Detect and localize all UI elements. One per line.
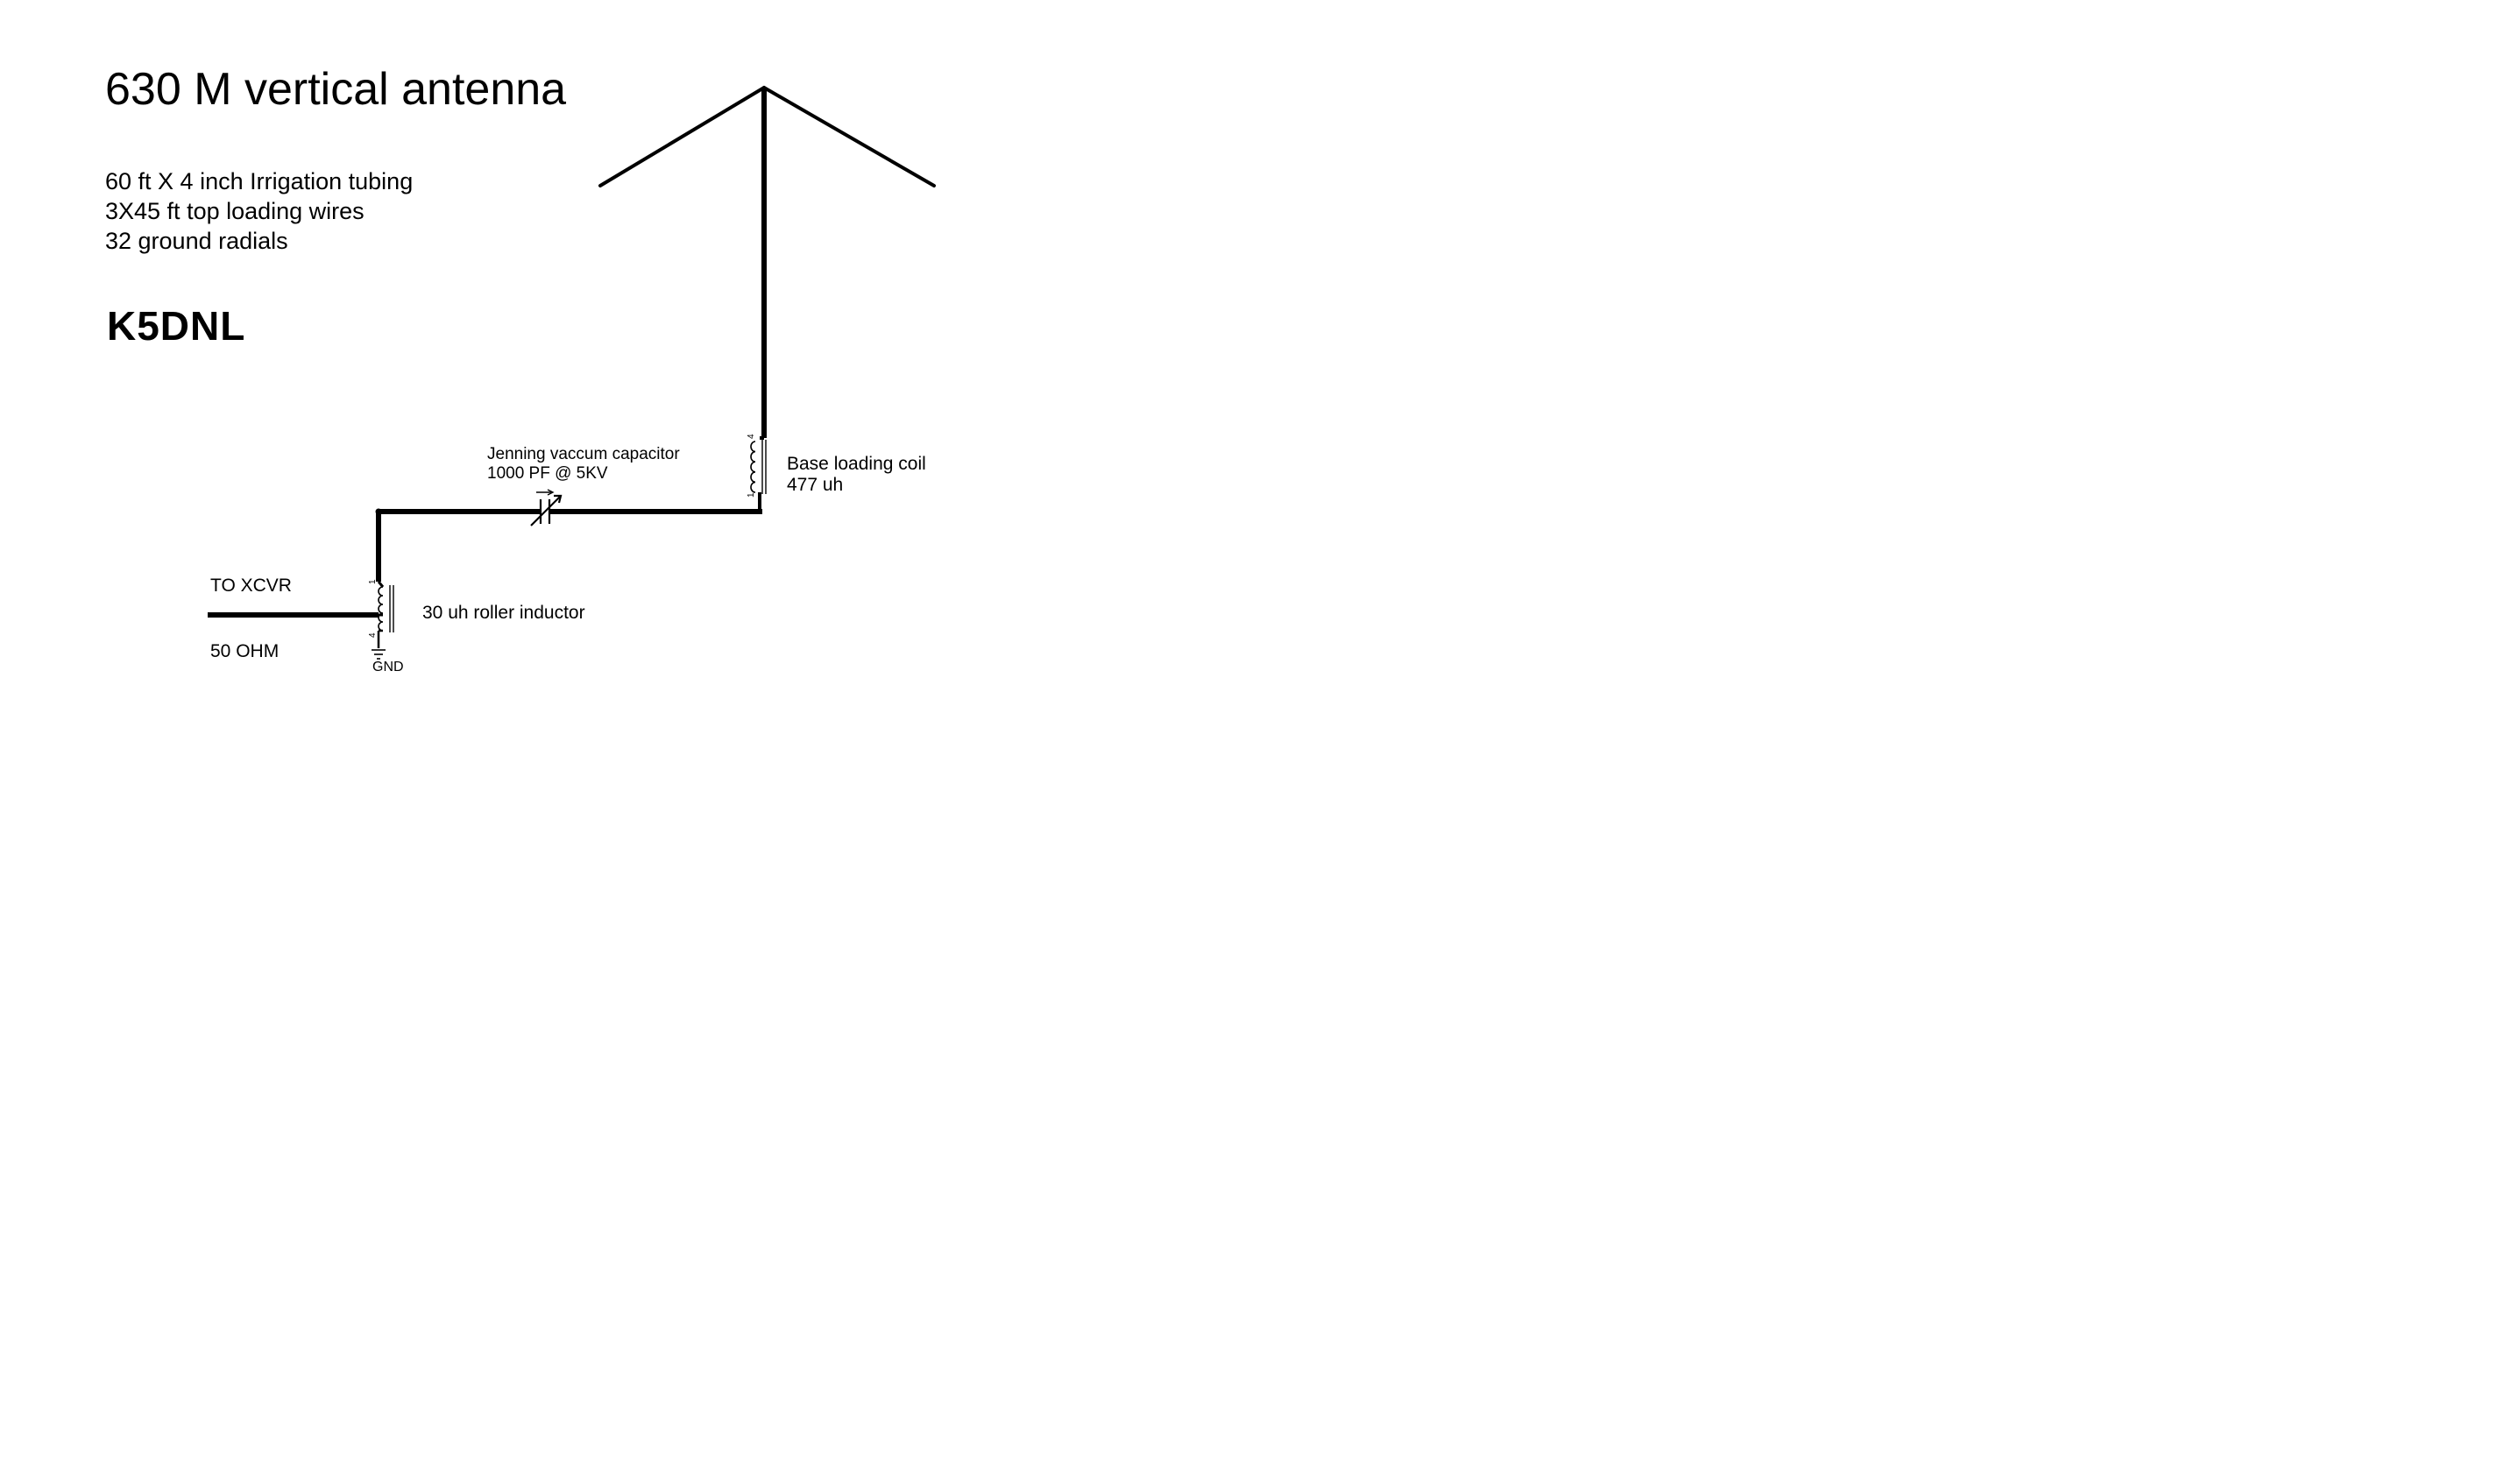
svg-text:1: 1 xyxy=(368,579,378,584)
node-dot-1 xyxy=(376,509,382,515)
diagram-canvas: 630 M vertical antenna 60 ft X 4 inch Ir… xyxy=(0,0,1260,734)
svg-text:4: 4 xyxy=(747,434,756,439)
antenna-top-wires xyxy=(600,88,934,186)
roller-inductor-icon xyxy=(379,582,393,632)
svg-text:1: 1 xyxy=(747,492,756,498)
schematic-svg: 4 1 xyxy=(0,0,1260,734)
variable-capacitor-icon xyxy=(531,490,561,526)
ground-icon xyxy=(372,650,386,659)
base-loading-coil-icon xyxy=(751,438,766,512)
svg-text:4: 4 xyxy=(368,632,378,638)
